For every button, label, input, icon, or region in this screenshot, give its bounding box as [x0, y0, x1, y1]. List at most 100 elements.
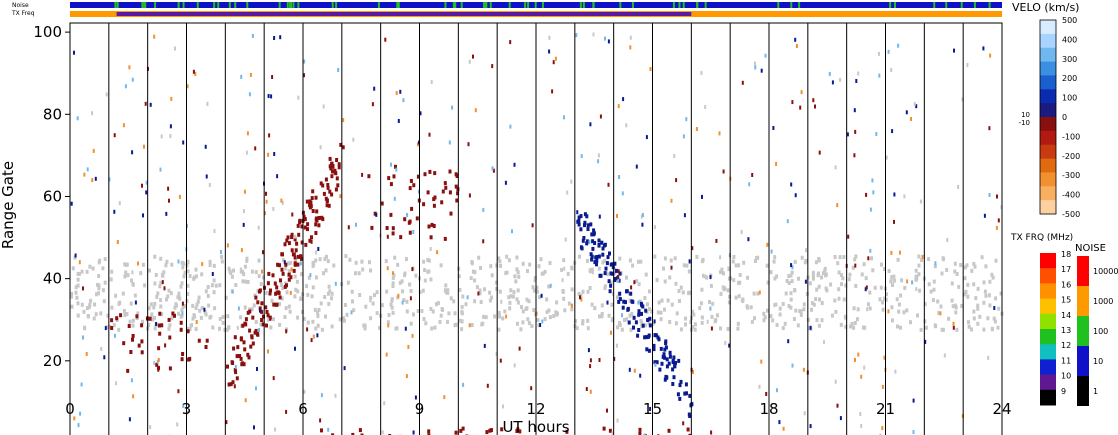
scatter-cell: [345, 312, 349, 317]
scatter-cell: [508, 300, 512, 305]
scatter-cell: [96, 282, 99, 287]
scatter-cell: [864, 276, 868, 281]
scatter-cell: [100, 346, 103, 351]
scatter-cell: [912, 398, 915, 403]
scatter-cell: [392, 174, 396, 179]
noise-mark: [460, 2, 463, 8]
scatter-cell: [473, 270, 477, 275]
scatter-cell: [994, 296, 998, 301]
txfreq-color-swatch: [1040, 268, 1056, 284]
scatter-cell: [292, 268, 296, 273]
scatter-cell: [477, 255, 481, 260]
scatter-cell: [816, 273, 820, 278]
scatter-cell: [756, 291, 760, 296]
scatter-cell: [157, 357, 160, 362]
scatter-cell: [297, 95, 300, 100]
scatter-cell: [586, 326, 590, 331]
scatter-cell: [310, 294, 314, 299]
scatter-cell: [618, 291, 622, 296]
scatter-cell: [790, 270, 794, 275]
scatter-cell: [317, 223, 321, 228]
scatter-cell: [151, 317, 155, 322]
scatter-cell: [586, 289, 590, 294]
scatter-cell: [512, 290, 516, 295]
scatter-cell: [186, 269, 190, 274]
scatter-cell: [324, 177, 328, 182]
scatter-cell: [212, 278, 216, 283]
scatter-cell: [265, 191, 267, 196]
scatter-cell: [600, 312, 604, 316]
scatter-cell: [514, 279, 518, 284]
scatter-cell: [778, 312, 782, 317]
scatter-cell: [653, 319, 656, 324]
scatter-cell: [548, 315, 552, 320]
scatter-cell: [221, 315, 225, 319]
scatter-cell: [941, 256, 945, 261]
scatter-cell: [74, 285, 78, 290]
scatter-cell: [171, 311, 175, 316]
scatter-cell: [513, 274, 517, 279]
scatter-cell: [501, 316, 505, 321]
scatter-cell: [227, 325, 231, 330]
scatter-cell: [334, 393, 337, 398]
scatter-cell: [917, 254, 921, 259]
scatter-cell: [460, 304, 464, 309]
scatter-cell: [246, 280, 250, 284]
scatter-cell: [590, 257, 594, 262]
scatter-cell: [243, 305, 247, 310]
scatter-cell: [311, 285, 315, 290]
scatter-cell: [896, 257, 900, 262]
scatter-cell: [498, 259, 502, 264]
scatter-cell: [787, 274, 791, 279]
scatter-cell: [842, 297, 846, 302]
scatter-cell: [862, 262, 866, 267]
scatter-cell: [255, 386, 257, 391]
scatter-cell: [505, 254, 509, 259]
scatter-cell: [203, 310, 207, 314]
scatter-cell: [953, 261, 957, 266]
scatter-cell: [287, 272, 291, 277]
scatter-cell: [405, 309, 409, 314]
scatter-cell: [715, 238, 718, 243]
scatter-cell: [124, 270, 128, 275]
scatter-cell: [583, 223, 586, 228]
scatter-cell: [839, 416, 842, 421]
scatter-cell: [613, 267, 617, 272]
scatter-cell: [294, 257, 298, 262]
scatter-cell: [389, 302, 393, 307]
scatter-cell: [541, 271, 545, 276]
scatter-cell: [375, 212, 378, 217]
noise-mark: [335, 2, 338, 8]
txfreq-scale-label: 12: [1061, 341, 1071, 350]
scatter-cell: [719, 291, 723, 296]
scatter-cell: [386, 266, 389, 271]
scatter-cell: [789, 305, 793, 310]
scatter-cell: [737, 294, 741, 299]
scatter-cell: [385, 226, 389, 230]
scatter-cell: [281, 252, 284, 257]
scatter-cell: [919, 199, 922, 204]
txfreq-scale-label: 13: [1061, 326, 1071, 335]
scatter-cell: [797, 276, 800, 281]
scatter-cell: [528, 262, 532, 267]
scatter-cell: [355, 222, 357, 227]
scatter-cell: [846, 132, 849, 137]
scatter-cell: [335, 158, 339, 162]
scatter-cell: [828, 71, 831, 76]
scatter-cell: [325, 254, 328, 259]
scatter-cell: [290, 232, 294, 237]
scatter-cell: [300, 272, 304, 277]
scatter-cell: [140, 350, 144, 355]
scatter-cell: [659, 317, 663, 322]
scatter-cell: [399, 235, 403, 240]
scatter-cell: [313, 307, 317, 312]
scatter-cell: [436, 250, 439, 255]
scatter-cell: [403, 271, 407, 276]
scatter-cell: [589, 364, 592, 369]
scatter-cell: [211, 272, 214, 276]
scatter-cell: [297, 254, 300, 259]
scatter-cell: [429, 235, 433, 240]
noise-mark: [798, 2, 801, 8]
scatter-cell: [679, 285, 683, 290]
scatter-cell: [395, 167, 398, 172]
